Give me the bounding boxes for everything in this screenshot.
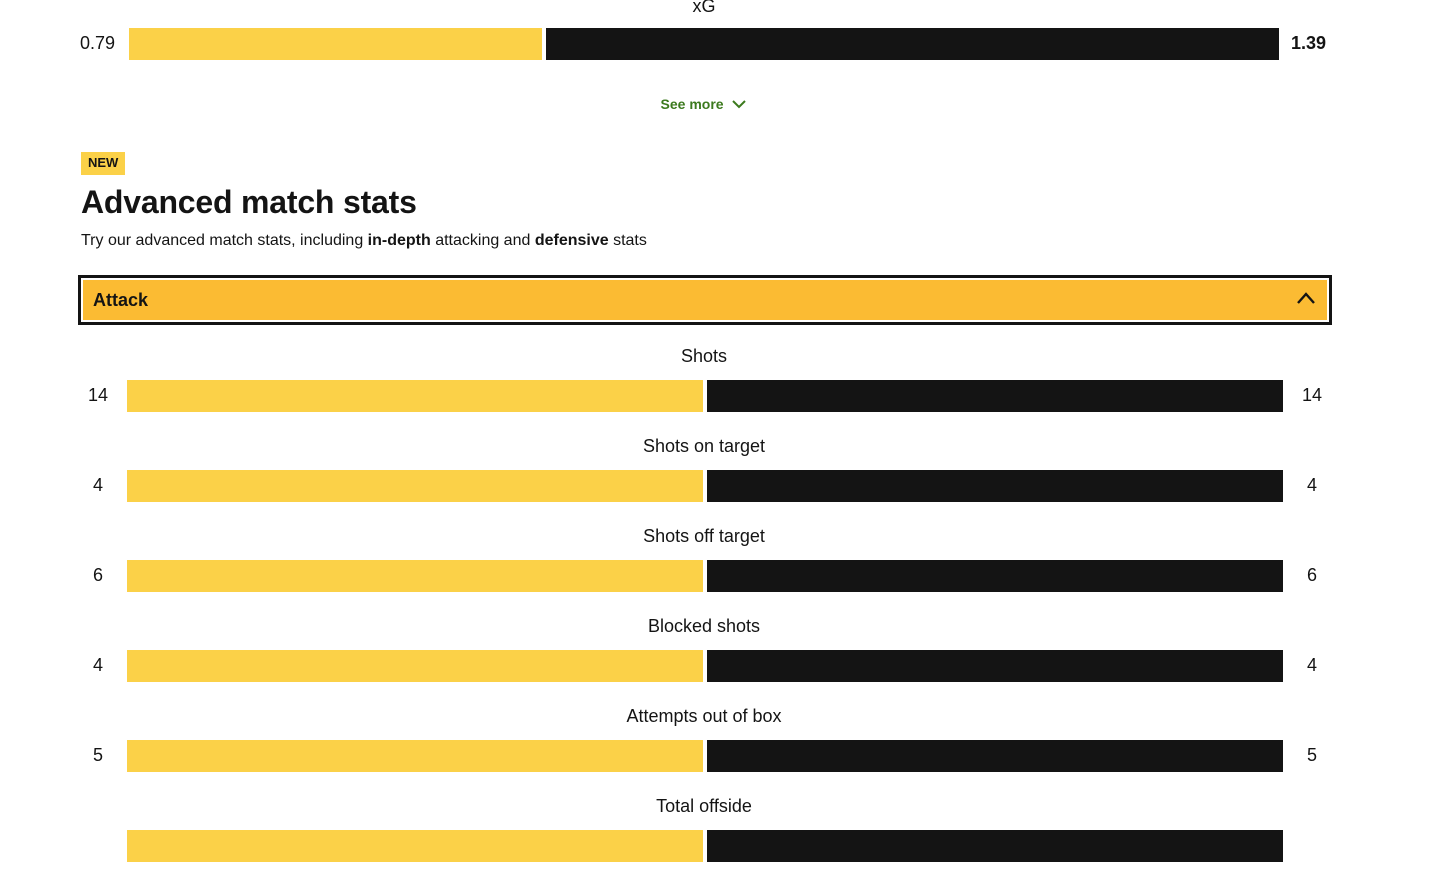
stat-away-value: 14 (1301, 385, 1323, 405)
stat-label: Shots on target (642, 436, 766, 456)
stat-home-value: 14 (87, 385, 109, 405)
stat-bars (127, 560, 1283, 592)
stat-bars (127, 830, 1283, 862)
stat-away-value: 5 (1306, 745, 1317, 765)
stat-away-bar (707, 470, 1283, 502)
stat-row: Blocked shots 4 4 (0, 610, 1440, 700)
new-badge: NEW (81, 152, 126, 175)
chevron-up-icon (1296, 291, 1316, 310)
stat-away-bar (707, 380, 1283, 412)
xg-home-bar (129, 28, 542, 60)
xg-away-bar (545, 28, 1279, 60)
see-more-label: See more (660, 96, 724, 112)
desc-text-3: stats (608, 232, 647, 249)
stat-row: Shots 14 14 (0, 340, 1440, 430)
stat-bars (127, 740, 1283, 772)
stat-label: Shots (680, 346, 728, 366)
stat-home-bar (127, 830, 703, 862)
desc-text-1: Try our advanced match stats, including (81, 232, 368, 249)
stat-home-value: 6 (92, 565, 103, 585)
stat-row: Shots off target 6 6 (0, 520, 1440, 610)
stat-home-value: 5 (92, 745, 103, 765)
stat-row: Attempts out of box 5 5 (0, 700, 1440, 790)
stat-away-value: 6 (1306, 565, 1317, 585)
stat-home-bar (127, 740, 703, 772)
stat-label: Blocked shots (647, 616, 761, 636)
stat-home-bar (127, 560, 703, 592)
stat-label: Shots off target (643, 526, 765, 546)
stat-label: Total offside (656, 796, 752, 816)
stat-away-bar (707, 560, 1283, 592)
desc-text-2: attacking and (430, 232, 535, 249)
xg-bars (129, 28, 1279, 60)
stat-label: Attempts out of box (626, 706, 782, 726)
stat-away-bar (707, 830, 1283, 862)
see-more-button[interactable]: See more (0, 96, 1408, 113)
stat-home-bar (127, 650, 703, 682)
stat-away-value: 4 (1306, 475, 1317, 495)
stat-away-bar (707, 740, 1283, 772)
stat-row: Total offside (0, 790, 1440, 880)
section-description: Try our advanced match stats, including … (81, 232, 647, 250)
xg-home-value: 0.79 (80, 33, 116, 53)
stat-bars (127, 470, 1283, 502)
attack-stats-list: Shots 14 14 Shots on target 4 4 Shots off targ… (0, 340, 1440, 880)
stat-bars (127, 380, 1283, 412)
stat-home-bar (127, 380, 703, 412)
section-title: Advanced match stats (81, 184, 417, 220)
stat-home-value: 4 (92, 475, 103, 495)
xg-stat-label: xG (692, 0, 716, 16)
attack-accordion-header[interactable]: Attack (78, 275, 1332, 325)
accordion-title: Attack (93, 290, 149, 310)
stat-home-value: 4 (92, 655, 103, 675)
stat-away-bar (707, 650, 1283, 682)
xg-away-value: 1.39 (1291, 33, 1327, 53)
stat-home-bar (127, 470, 703, 502)
stat-bars (127, 650, 1283, 682)
chevron-down-icon (731, 97, 747, 113)
stat-away-value: 4 (1306, 655, 1317, 675)
desc-bold-2: defensive (534, 232, 609, 249)
xg-stat-row: 0.79 1.39 (80, 28, 1340, 60)
stat-row: Shots on target 4 4 (0, 430, 1440, 520)
desc-bold-1: in-depth (367, 232, 431, 249)
